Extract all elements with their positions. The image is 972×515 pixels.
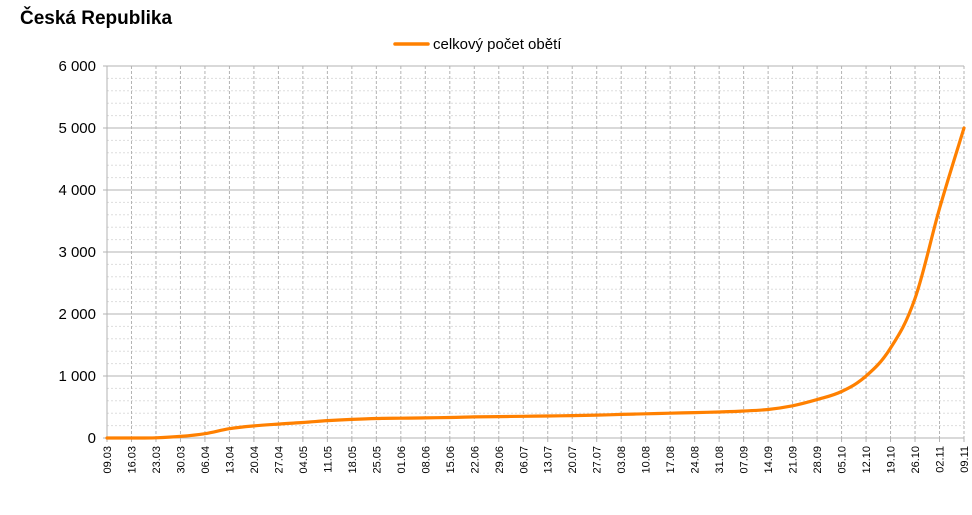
x-tick-label: 06.04 [200,446,212,474]
x-tick-label: 04.05 [298,446,310,474]
x-tick-label: 24.08 [690,446,702,474]
x-tick-label: 30.03 [175,446,187,474]
x-tick-label: 09.11 [959,446,971,473]
data-point [130,437,133,440]
x-tick-label: 13.07 [543,446,555,474]
data-point [350,418,353,421]
data-point [375,417,378,420]
x-tick-label: 22.06 [469,446,481,474]
data-point [326,419,329,422]
y-tick-label: 5 000 [58,120,96,137]
data-point [252,424,255,427]
axes [103,66,964,442]
data-point [595,414,598,417]
x-tick-label: 28.09 [812,446,824,474]
data-point [840,390,843,393]
grid-major [106,65,965,439]
x-axis-ticks: 09.03 16.03 23.03 30.03 06.04 13.04 20.04 27.04… [102,438,971,474]
data-point [301,421,304,424]
legend-label: celkový počet obětí [433,36,562,53]
series-line [105,126,966,440]
x-tick-label: 23.03 [151,446,163,474]
data-point [791,404,794,407]
data-point [669,412,672,415]
data-point [914,297,917,300]
x-tick-label: 01.06 [396,446,408,474]
x-tick-label: 20.07 [567,446,579,474]
y-tick-label: 2 000 [58,306,96,323]
data-point [497,415,500,418]
data-point [424,416,427,419]
data-point [963,127,966,130]
x-tick-label: 08.06 [420,446,432,474]
data-point [522,415,525,418]
data-point [889,347,892,350]
x-tick-label: 27.04 [273,446,285,474]
legend: celkový počet obětí [393,36,562,53]
chart-title: Česká Republika [20,8,173,29]
x-tick-label: 19.10 [886,446,898,474]
series [105,126,966,440]
data-point [203,432,206,435]
data-point [742,410,745,413]
data-point [938,207,941,210]
x-tick-label: 05.10 [837,446,849,474]
data-point [399,417,402,420]
x-tick-label: 20.04 [249,446,261,474]
x-tick-label: 13.04 [224,446,236,474]
x-tick-label: 11.05 [322,446,334,473]
y-tick-label: 4 000 [58,182,96,199]
x-tick-label: 16.03 [126,446,138,474]
x-tick-label: 26.10 [910,446,922,474]
data-point [106,437,109,440]
data-point [718,410,721,413]
data-point [693,411,696,414]
data-point [179,435,182,438]
data-point [571,414,574,417]
x-tick-label: 12.10 [861,446,873,474]
data-point [154,436,157,439]
grid-minor [107,77,964,427]
data-point [816,398,819,401]
x-tick-label: 27.07 [592,446,604,474]
y-axis-ticks: 0 1 000 2 000 3 000 4 000 5 000 6 000 [58,58,107,447]
data-point [644,412,647,415]
x-tick-label: 21.09 [788,446,800,474]
y-tick-label: 3 000 [58,244,96,261]
x-tick-label: 25.05 [371,446,383,474]
y-tick-label: 1 000 [58,368,96,385]
data-point [865,375,868,378]
x-tick-label: 10.08 [641,446,653,474]
x-tick-label: 14.09 [763,446,775,474]
data-point [228,427,231,430]
y-tick-label: 0 [88,430,96,447]
x-tick-label: 18.05 [347,446,359,474]
x-tick-label: 29.06 [494,446,506,474]
x-tick-label: 09.03 [102,446,114,474]
y-tick-label: 6 000 [58,58,96,75]
data-point [473,415,476,418]
x-tick-label: 07.09 [739,446,751,474]
data-point [620,413,623,416]
x-tick-label: 02.11 [935,446,947,473]
x-tick-label: 03.08 [616,446,628,474]
data-point [448,416,451,419]
x-tick-label: 15.06 [445,446,457,474]
x-tick-label: 17.08 [665,446,677,474]
data-point [767,408,770,411]
x-tick-label: 06.07 [518,446,530,474]
x-tick-label: 31.08 [714,446,726,474]
data-point [277,423,280,426]
data-point [546,414,549,417]
